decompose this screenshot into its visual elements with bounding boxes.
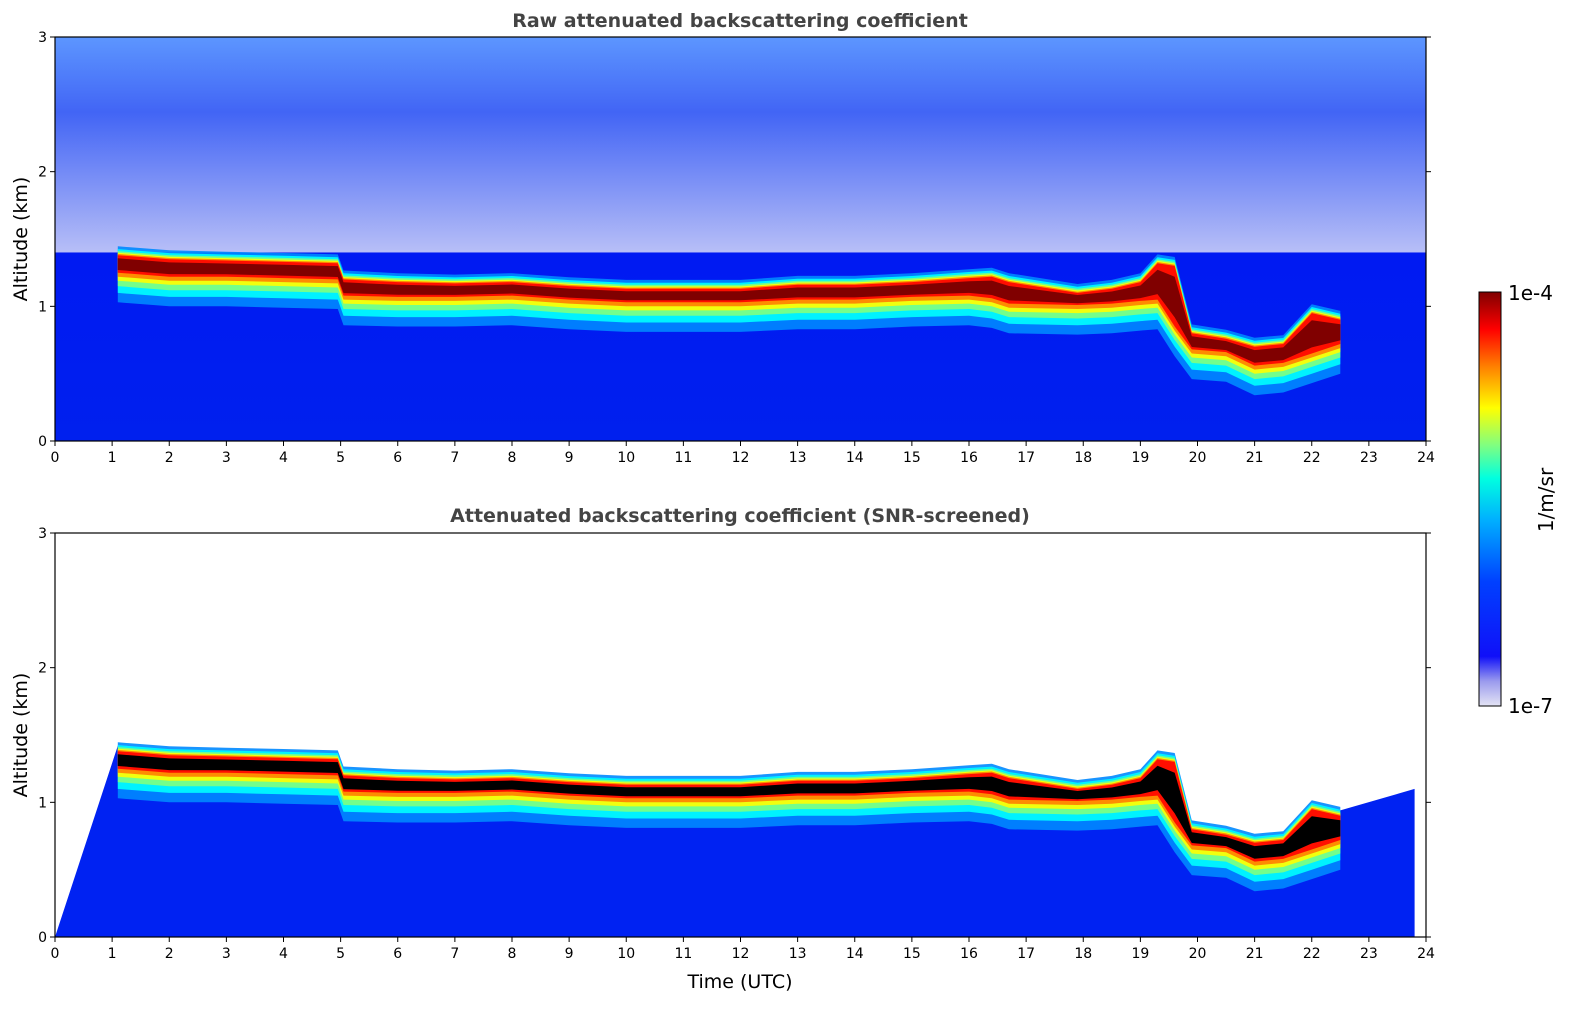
colorbar-unit-label: 1/m/sr: [1534, 467, 1558, 532]
y-tick-label: 2: [38, 661, 47, 677]
x-tick-label: 21: [1246, 450, 1264, 466]
y-tick-label: 1: [38, 299, 47, 315]
x-tick-label: 13: [789, 946, 807, 962]
y-tick-label: 3: [38, 30, 47, 46]
x-tick-label: 18: [1074, 946, 1092, 962]
x-tick-label: 19: [1131, 450, 1149, 466]
x-tick-label: 11: [674, 450, 692, 466]
x-tick-label: 14: [846, 450, 864, 466]
y-tick-label: 0: [38, 434, 47, 450]
x-tick-label: 2: [165, 946, 174, 962]
y-axis-label: Altitude (km): [10, 673, 32, 798]
x-tick-label: 3: [222, 946, 231, 962]
x-tick-label: 17: [1017, 946, 1035, 962]
x-axis-label: Time (UTC): [686, 971, 792, 993]
snr-screened-panel: Attenuated backscattering coefficient (S…: [10, 505, 1435, 993]
x-tick-label: 19: [1131, 946, 1149, 962]
cloud-layer-halo: [117, 751, 1341, 862]
x-tick-label: 7: [450, 450, 459, 466]
cloud-layer-halo: [117, 255, 1341, 366]
y-tick-label: 2: [38, 165, 47, 181]
axes: 0 1 2 3 4 5 6 7 8 9 10 11 12 13 14 15 16 17 18 19 20 21 22 23 24…: [38, 30, 1435, 466]
colorbar-max-label: 1e-4: [1508, 281, 1553, 305]
x-tick-label: 6: [393, 946, 402, 962]
x-tick-label: 21: [1246, 946, 1264, 962]
y-tick-label: 1: [38, 795, 47, 811]
x-tick-label: 16: [960, 946, 978, 962]
x-tick-label: 0: [51, 450, 60, 466]
x-tick-label: 5: [336, 450, 345, 466]
x-tick-label: 15: [903, 946, 921, 962]
x-tick-label: 20: [1189, 450, 1207, 466]
x-tick-label: 1: [108, 450, 117, 466]
x-tick-label: 0: [51, 946, 60, 962]
raw-heatmap-fill: [55, 37, 1426, 396]
x-tick-label: 15: [903, 450, 921, 466]
x-tick-label: 1: [108, 946, 117, 962]
x-tick-label: 5: [336, 946, 345, 962]
colorbar-gradient: [1478, 291, 1502, 707]
x-tick-label: 2: [165, 450, 174, 466]
x-tick-label: 23: [1360, 450, 1378, 466]
cloud-layer-core: [117, 754, 1341, 859]
x-tick-label: 12: [732, 450, 750, 466]
x-tick-label: 16: [960, 450, 978, 466]
x-tick-label: 10: [617, 450, 635, 466]
x-tick-label: 11: [674, 946, 692, 962]
x-tick-label: 4: [279, 946, 288, 962]
raw-backscatter-panel: Raw attenuated backscattering coefficien…: [10, 10, 1435, 466]
x-tick-label: 8: [508, 946, 517, 962]
x-tick-label: 23: [1360, 946, 1378, 962]
x-tick-label: 9: [565, 450, 574, 466]
screened-heatmap-fill: [55, 742, 1415, 937]
x-tick-label: 7: [450, 946, 459, 962]
chart-title: Attenuated backscattering coefficient (S…: [450, 505, 1030, 527]
axes: 0 1 2 3 4 5 6 7 8 9 10 11 12 13 14 15 16 17 18 19 20 21 22 23 24…: [38, 526, 1435, 962]
x-tick-label: 8: [508, 450, 517, 466]
x-tick-label: 6: [393, 450, 402, 466]
x-tick-label: 22: [1303, 946, 1321, 962]
x-tick-label: 22: [1303, 450, 1321, 466]
x-tick-label: 17: [1017, 450, 1035, 466]
x-tick-label: 24: [1417, 946, 1435, 962]
noise-region: [55, 37, 1426, 253]
x-tick-label: 12: [732, 946, 750, 962]
colorbar-min-label: 1e-7: [1508, 694, 1553, 718]
x-tick-label: 3: [222, 450, 231, 466]
x-tick-label: 14: [846, 946, 864, 962]
x-tick-label: 24: [1417, 450, 1435, 466]
cloud-layer-core: [117, 258, 1341, 363]
y-tick-label: 3: [38, 526, 47, 542]
x-tick-label: 13: [789, 450, 807, 466]
colorbar: 1e-4 1e-7 1/m/sr: [1478, 281, 1558, 718]
x-tick-label: 9: [565, 946, 574, 962]
y-tick-label: 0: [38, 930, 47, 946]
x-tick-label: 20: [1189, 946, 1207, 962]
x-tick-label: 18: [1074, 450, 1092, 466]
x-tick-label: 4: [279, 450, 288, 466]
y-axis-label: Altitude (km): [10, 177, 32, 302]
chart-title: Raw attenuated backscattering coefficien…: [512, 10, 968, 32]
x-tick-label: 10: [617, 946, 635, 962]
